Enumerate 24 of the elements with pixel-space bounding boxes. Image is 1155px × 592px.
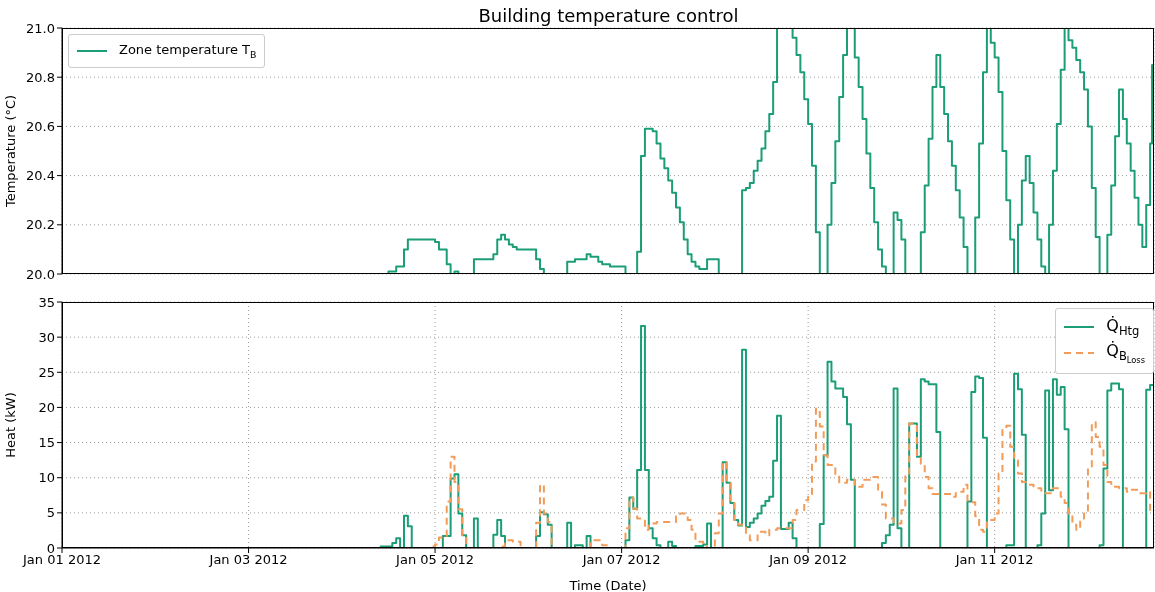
- y-tick-label: 20.4: [26, 168, 55, 184]
- x-tick-label: Jan 11 2012: [954, 552, 1034, 568]
- x-axis-title: Time (Date): [568, 578, 647, 592]
- y-tick-label: 20: [38, 400, 55, 416]
- y-tick-label: 35: [38, 294, 55, 310]
- y-tick-label: 5: [46, 505, 55, 521]
- y-tick-label: 20.8: [26, 69, 55, 85]
- y-tick-label: 20.6: [26, 119, 55, 135]
- x-tick-label: Jan 03 2012: [208, 552, 288, 568]
- y-tick-label: 21.0: [26, 20, 55, 36]
- y-axis-title: Heat (kW): [2, 392, 18, 458]
- x-tick-label: Jan 07 2012: [581, 552, 661, 568]
- y-tick-label: 15: [38, 435, 55, 451]
- x-tick-label: Jan 05 2012: [395, 552, 475, 568]
- y-tick-label: 10: [38, 470, 55, 486]
- chart-title: Building temperature control: [477, 5, 740, 26]
- legend-label: Q̇$_{Htg}$: [1106, 316, 1140, 339]
- y-tick-label: 20.2: [26, 217, 55, 233]
- y-axis-title: Temperature (°C): [2, 94, 18, 209]
- y-tick-label: 25: [38, 364, 55, 380]
- legend-label: Zone temperature T$_{B}$: [119, 42, 257, 60]
- x-tick-label: Jan 09 2012: [768, 552, 848, 568]
- y-tick-label: 20.0: [26, 266, 55, 282]
- y-tick-label: 30: [38, 329, 55, 345]
